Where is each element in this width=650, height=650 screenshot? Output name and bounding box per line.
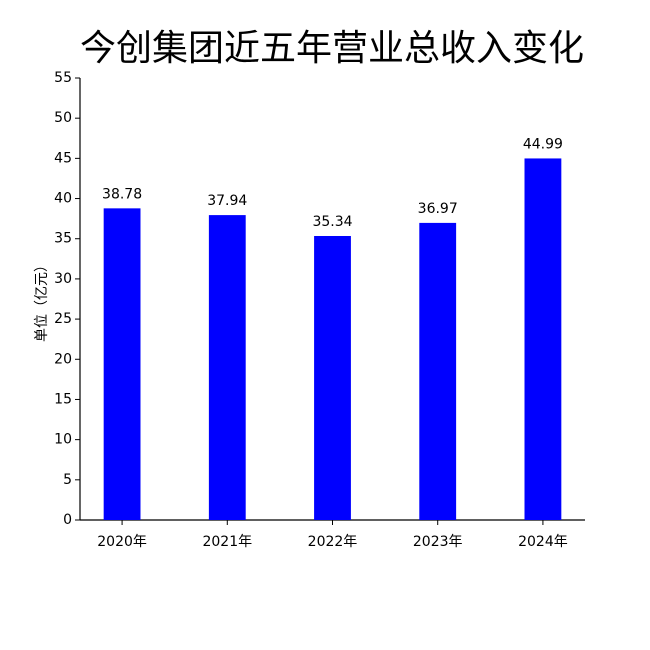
y-tick-label: 10 xyxy=(54,432,72,448)
y-tick-label: 5 xyxy=(63,472,72,488)
data-label: 38.78 xyxy=(102,186,142,202)
bar xyxy=(419,222,457,520)
bar xyxy=(524,158,562,520)
y-tick-label: 50 xyxy=(54,110,72,126)
x-tick-label: 2020年 xyxy=(97,534,147,550)
y-tick-label: 55 xyxy=(54,70,72,86)
y-tick-label: 0 xyxy=(63,512,72,528)
y-axis-label: 单位（亿元） xyxy=(34,258,50,342)
bar xyxy=(208,215,246,521)
bar xyxy=(314,235,351,520)
bar xyxy=(103,208,141,520)
data-label: 37.94 xyxy=(207,193,247,209)
x-tick-label: 2023年 xyxy=(413,534,463,550)
y-tick-label: 30 xyxy=(54,271,72,287)
y-tick-label: 45 xyxy=(54,150,72,166)
y-tick-label: 15 xyxy=(54,391,72,407)
data-label: 35.34 xyxy=(312,214,352,230)
data-label: 36.97 xyxy=(418,201,458,217)
x-tick-label: 2021年 xyxy=(202,534,252,550)
y-tick-label: 40 xyxy=(54,191,72,207)
y-tick-label: 25 xyxy=(54,311,72,327)
y-tick-label: 35 xyxy=(54,231,72,247)
chart-title: 今创集团近五年营业总收入变化 xyxy=(80,28,584,69)
x-tick-label: 2024年 xyxy=(518,534,568,550)
x-tick-label: 2022年 xyxy=(308,534,358,550)
data-label: 44.99 xyxy=(523,136,563,152)
y-tick-label: 20 xyxy=(54,351,72,367)
